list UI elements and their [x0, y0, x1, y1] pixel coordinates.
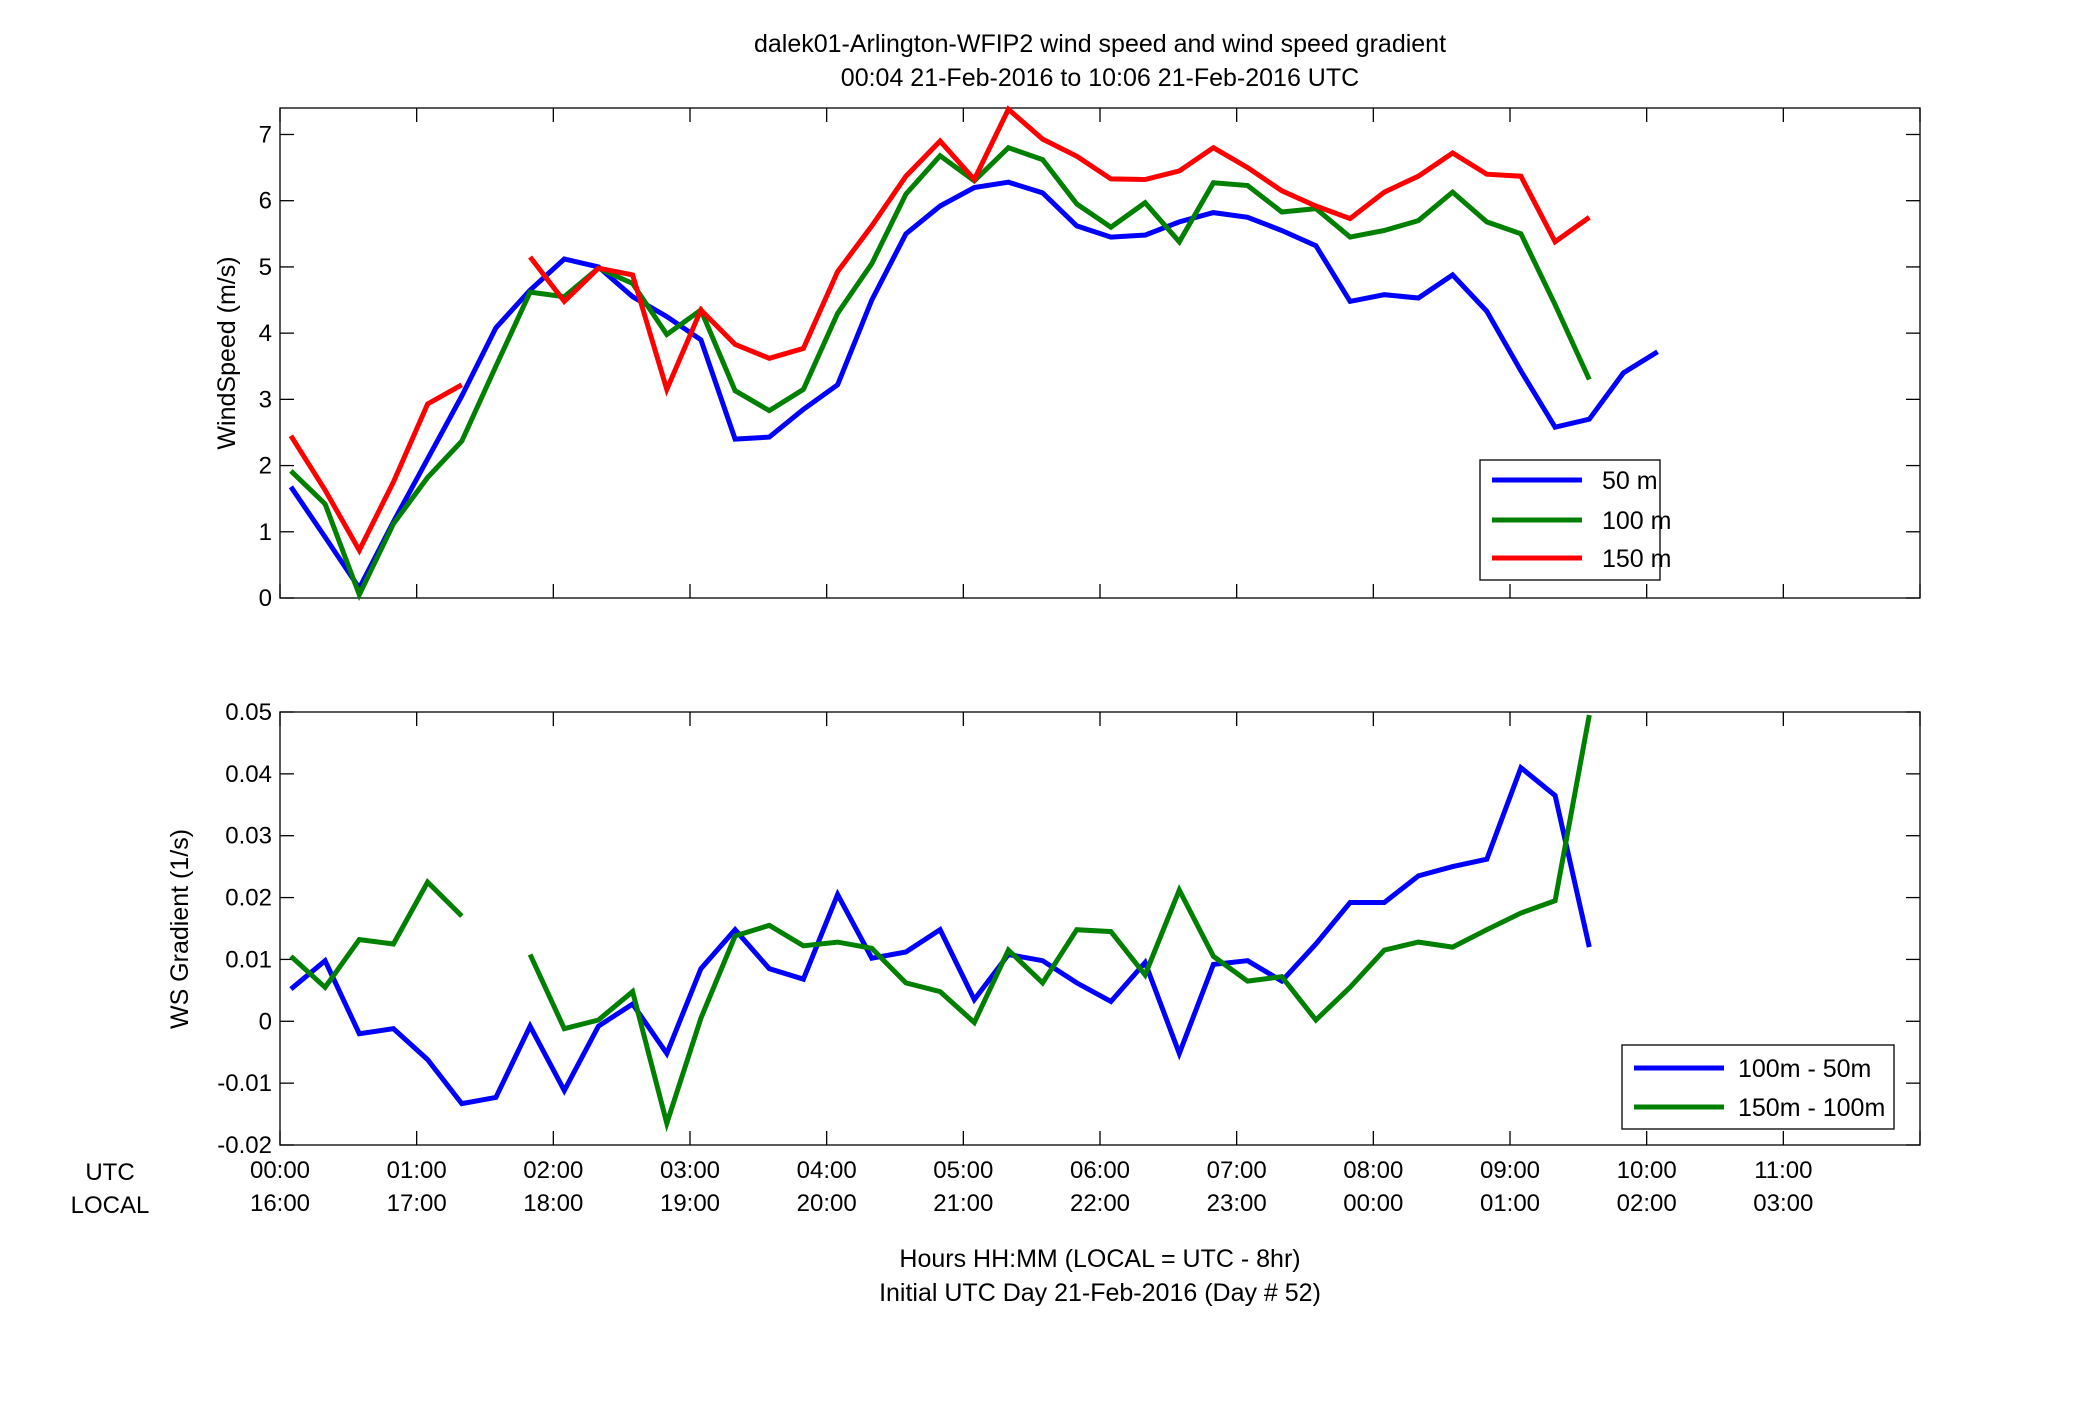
windspeed-y-ticks: 0 1 2 3 4 5 6 7: [259, 121, 1920, 612]
legend-label-50m: 50 m: [1602, 467, 1658, 495]
chart-title-line1: dalek01-Arlington-WFIP2 wind speed and w…: [754, 30, 1446, 58]
local-row-label: LOCAL: [71, 1192, 150, 1219]
utc-tick-label: 01:00: [387, 1157, 447, 1184]
windspeed-ytick-label: 3: [259, 386, 272, 413]
gradient-ytick-label: -0.02: [217, 1132, 272, 1159]
gradient-series-1-line: [527, 714, 1592, 1133]
windspeed-y-axis-label: WindSpeed (m/s): [213, 256, 241, 449]
local-tick-label: 16:00: [250, 1190, 310, 1217]
gradient-series-1-line: [289, 877, 464, 992]
utc-tick-label: 04:00: [797, 1157, 857, 1184]
windspeed-ytick-label: 2: [259, 453, 272, 480]
windspeed-panel: 0 1 2 3 4 5 6 7 WindSpeed (m/s) 50 m 100 m 150 …: [213, 105, 1921, 612]
gradient-series-lines: [289, 714, 1592, 1133]
windspeed-ytick-label: 5: [259, 254, 272, 281]
local-tick-label: 03:00: [1753, 1190, 1813, 1217]
utc-tick-label: 11:00: [1754, 1157, 1812, 1184]
local-tick-label: 23:00: [1207, 1190, 1267, 1217]
local-tick-label: 00:00: [1343, 1190, 1403, 1217]
windspeed-series-0-line: [288, 179, 1659, 594]
legend-label-100m: 100 m: [1602, 507, 1671, 535]
gradient-y-axis-label: WS Gradient (1/s): [166, 829, 194, 1029]
local-tick-label: 21:00: [933, 1190, 993, 1217]
local-tick-label: 02:00: [1617, 1190, 1677, 1217]
windspeed-ytick-label: 0: [259, 585, 272, 612]
windspeed-legend: 50 m 100 m 150 m: [1479, 459, 1671, 581]
local-tick-label: 01:00: [1480, 1190, 1540, 1217]
legend-label-150m-100m: 150m - 100m: [1738, 1094, 1885, 1122]
utc-tick-label: 00:00: [250, 1157, 310, 1184]
utc-tick-label: 06:00: [1070, 1157, 1130, 1184]
windspeed-ytick-label: 4: [259, 320, 272, 347]
windspeed-ytick-label: 1: [259, 519, 272, 546]
windspeed-axes-frame: [279, 107, 1921, 599]
gradient-legend: 100m - 50m 150m - 100m: [1621, 1044, 1895, 1130]
local-tick-label: 17:00: [387, 1190, 447, 1217]
gradient-y-ticks: -0.02 -0.01 0 0.01 0.02 0.03 0.04 0.05: [217, 699, 1920, 1159]
gradient-panel: -0.02 -0.01 0 0.01 0.02 0.03 0.04 0.05 WS Gradi…: [166, 699, 1921, 1159]
gradient-legend-box: [1621, 1044, 1895, 1130]
gradient-ytick-label: 0.03: [225, 823, 272, 850]
gradient-ytick-label: -0.01: [217, 1070, 272, 1097]
gradient-ytick-label: 0.05: [225, 699, 272, 726]
legend-label-100m-50m: 100m - 50m: [1738, 1055, 1871, 1083]
x-tick-labels: 00:00 16:00 01:00 17:00 02:00 18:00 03:00 19:00…: [250, 1157, 1813, 1217]
local-tick-label: 18:00: [523, 1190, 583, 1217]
windspeed-series-2-line: [288, 382, 464, 556]
utc-tick-label: 02:00: [523, 1157, 583, 1184]
gradient-ytick-label: 0.04: [225, 761, 272, 788]
x-axis-label-line2: Initial UTC Day 21-Feb-2016 (Day # 52): [879, 1279, 1321, 1307]
windspeed-ytick-label: 7: [259, 121, 272, 148]
x-axis-label-line1: Hours HH:MM (LOCAL = UTC - 8hr): [899, 1245, 1300, 1273]
utc-tick-label: 10:00: [1617, 1157, 1677, 1184]
legend-label-150m: 150 m: [1602, 545, 1671, 573]
gradient-ytick-label: 0.01: [225, 946, 272, 973]
windspeed-series-2-line: [528, 105, 1591, 397]
local-tick-label: 20:00: [797, 1190, 857, 1217]
windspeed-series-1-line: [289, 144, 1592, 602]
chart-title-line2: 00:04 21-Feb-2016 to 10:06 21-Feb-2016 U…: [841, 64, 1359, 92]
gradient-x-ticks: [279, 712, 1921, 1145]
gradient-ytick-label: 0: [259, 1008, 272, 1035]
local-tick-label: 22:00: [1070, 1190, 1130, 1217]
windspeed-x-ticks: [279, 108, 1921, 598]
utc-tick-label: 07:00: [1207, 1157, 1267, 1184]
utc-row-label: UTC: [85, 1159, 134, 1186]
utc-tick-label: 03:00: [660, 1157, 720, 1184]
local-tick-label: 19:00: [660, 1190, 720, 1217]
utc-tick-label: 05:00: [933, 1157, 993, 1184]
gradient-ytick-label: 0.02: [225, 885, 272, 912]
utc-tick-label: 08:00: [1343, 1157, 1403, 1184]
gradient-series-0-line: [289, 763, 1592, 1107]
utc-tick-label: 09:00: [1480, 1157, 1540, 1184]
windspeed-ytick-label: 6: [259, 188, 272, 215]
windspeed-series-lines: [288, 105, 1659, 602]
